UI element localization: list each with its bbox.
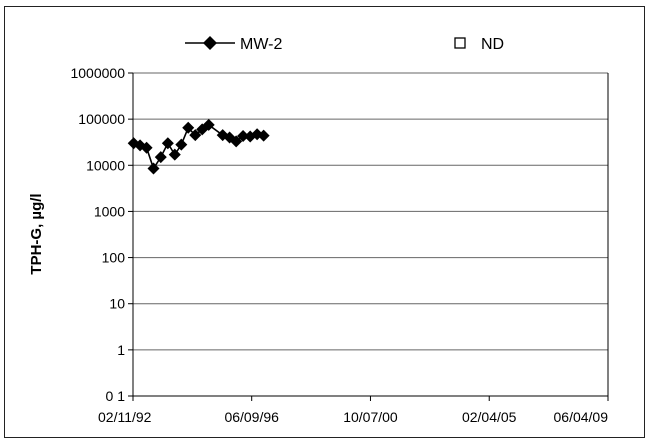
data-point-mw2 bbox=[189, 129, 202, 142]
x-tick-label: 02/11/92 bbox=[98, 409, 152, 425]
data-point-mw2 bbox=[168, 148, 181, 161]
y-tick-label: 1000000 bbox=[70, 65, 125, 81]
data-point-mw2 bbox=[257, 129, 270, 142]
y-tick-label: 0 1 bbox=[106, 388, 126, 404]
gridlines bbox=[128, 72, 609, 401]
axes bbox=[132, 73, 609, 397]
data-point-mw2 bbox=[140, 141, 153, 154]
data-point-mw2 bbox=[202, 118, 215, 131]
x-tick-label: 10/07/00 bbox=[343, 409, 398, 425]
y-tick-label: 1 bbox=[117, 342, 125, 358]
data-point-mw2 bbox=[230, 135, 243, 148]
data-point-mw2 bbox=[154, 151, 167, 164]
legend: MW-2 ND bbox=[185, 36, 504, 53]
y-tick-labels: 1000000 100000 10000 1000 100 10 1 0 1 bbox=[70, 65, 125, 404]
y-tick-label: 100 bbox=[102, 250, 126, 266]
data-point-mw2 bbox=[237, 130, 250, 143]
y-tick-label: 100000 bbox=[78, 111, 125, 127]
y-tick-label: 1000 bbox=[94, 203, 125, 219]
data-point-mw2 bbox=[161, 137, 174, 150]
legend-mw2-label: MW-2 bbox=[240, 36, 282, 53]
chart-frame bbox=[4, 6, 645, 438]
x-tick-label: 06/09/96 bbox=[224, 409, 279, 425]
y-tick-label: 10000 bbox=[86, 157, 125, 173]
legend-nd-label: ND bbox=[481, 36, 504, 53]
series-mw2 bbox=[127, 118, 270, 175]
data-point-mw2 bbox=[147, 162, 160, 175]
data-point-mw2 bbox=[182, 121, 195, 134]
y-axis-title: TPH-G, µg/l bbox=[28, 193, 45, 274]
legend-mw2-marker bbox=[203, 36, 217, 50]
x-tick-labels: 02/11/92 06/09/96 10/07/00 02/04/05 06/04/09 bbox=[98, 409, 608, 425]
legend-nd-marker bbox=[454, 37, 466, 49]
y-tick-label: 10 bbox=[109, 296, 125, 312]
data-point-mw2 bbox=[175, 138, 188, 151]
x-tick-label: 02/04/05 bbox=[462, 409, 517, 425]
x-tick-label: 06/04/09 bbox=[554, 409, 609, 425]
